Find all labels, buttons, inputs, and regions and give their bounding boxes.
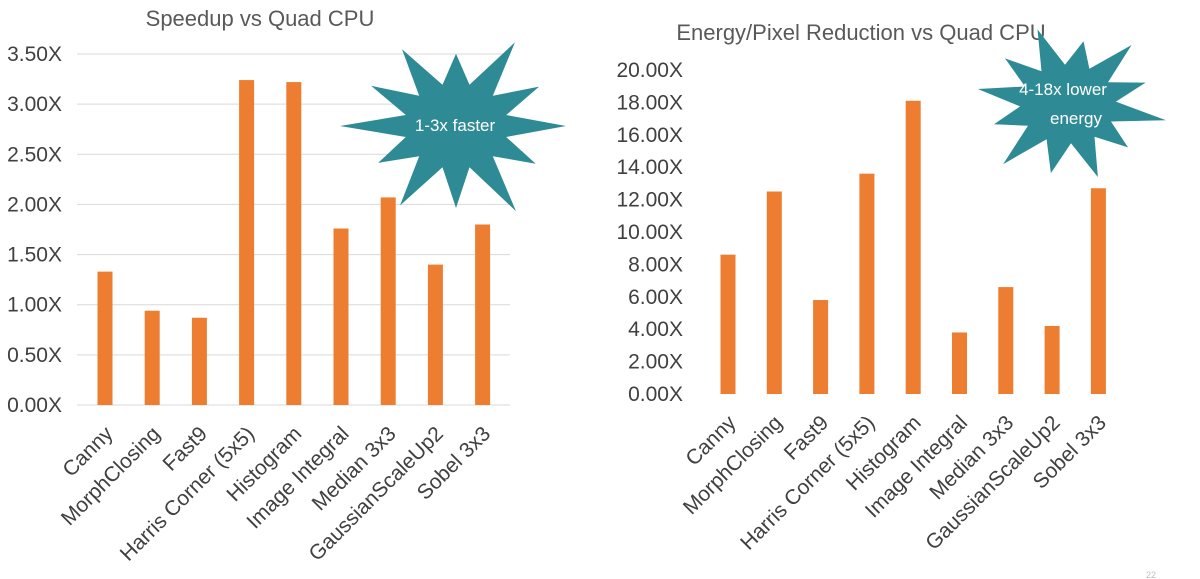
- speedup-bar: [239, 80, 255, 406]
- speedup-y-tick-label: 1.50X: [7, 244, 62, 267]
- speedup-bar: [191, 317, 207, 405]
- speedup-bar: [333, 228, 349, 405]
- energy-bar: [998, 287, 1014, 394]
- speedup-y-tick-labels: 0.00X 0.50X 1.00X 1.50X 2.00X 2.50X 3.00X 3.50X: [7, 43, 62, 417]
- speedup-bar: [475, 224, 491, 405]
- energy-y-tick-label: 20.00X: [616, 59, 683, 82]
- speedup-burst-shape: [340, 42, 566, 212]
- speedup-y-tick-label: 3.00X: [7, 93, 62, 116]
- speedup-y-tick-label: 0.00X: [7, 394, 62, 417]
- speedup-bar: [286, 82, 302, 405]
- speedup-bars: [97, 80, 491, 406]
- energy-bar: [1044, 325, 1060, 394]
- energy-y-tick-label: 0.00X: [628, 383, 683, 406]
- energy-callout-line-2: energy: [1050, 109, 1102, 128]
- energy-bar: [1090, 188, 1106, 394]
- energy-bar: [720, 254, 736, 394]
- energy-callout-burst: 4-18x lower energy: [977, 29, 1166, 178]
- energy-y-tick-label: 14.00X: [616, 156, 683, 179]
- energy-bar: [952, 332, 967, 394]
- speedup-y-tick-label: 0.50X: [7, 344, 62, 367]
- speedup-bar: [97, 271, 113, 405]
- energy-burst-shape: [977, 29, 1166, 178]
- energy-y-tick-labels: 0.00X 2.00X 4.00X 6.00X 8.00X 10.00X 12.00X 14.…: [616, 59, 683, 406]
- energy-callout-line-1: 4-18x lower: [1019, 80, 1107, 99]
- speedup-y-tick-label: 2.00X: [7, 193, 62, 216]
- speedup-bar: [427, 264, 443, 405]
- speedup-bar: [380, 197, 396, 405]
- speedup-callout-text: 1-3x faster: [415, 116, 496, 135]
- energy-y-tick-label: 4.00X: [628, 318, 683, 341]
- energy-y-tick-label: 2.00X: [628, 351, 683, 374]
- speedup-callout-burst: 1-3x faster: [340, 42, 566, 212]
- speedup-y-tick-label: 2.50X: [7, 143, 62, 166]
- energy-bar: [766, 191, 782, 394]
- energy-y-tick-label: 10.00X: [616, 221, 683, 244]
- energy-bar: [905, 100, 921, 394]
- energy-bar: [813, 300, 829, 394]
- speedup-y-tick-label: 1.00X: [7, 294, 62, 317]
- energy-bar: [859, 173, 875, 394]
- speedup-chart-title: Speedup vs Quad CPU: [146, 6, 375, 31]
- energy-y-tick-label: 18.00X: [616, 91, 683, 114]
- energy-y-tick-label: 8.00X: [628, 253, 683, 276]
- energy-bars: [720, 100, 1106, 394]
- speedup-bar: [144, 310, 160, 405]
- page-number: 22: [1146, 570, 1156, 579]
- energy-y-tick-label: 6.00X: [628, 286, 683, 309]
- energy-chart-title: Energy/Pixel Reduction vs Quad CPU: [676, 20, 1045, 45]
- speedup-y-tick-label: 3.50X: [7, 43, 62, 66]
- energy-y-tick-label: 16.00X: [616, 124, 683, 147]
- energy-y-tick-label: 12.00X: [616, 189, 683, 212]
